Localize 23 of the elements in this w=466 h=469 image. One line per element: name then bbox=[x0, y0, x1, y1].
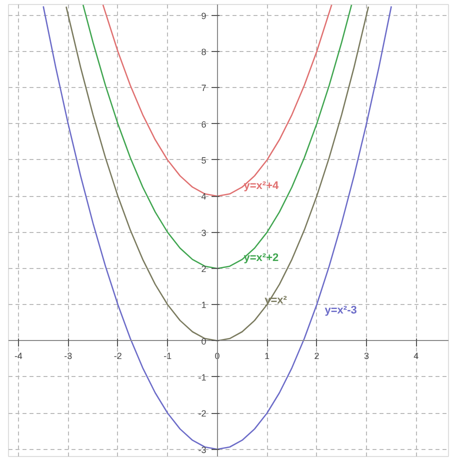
x-tick-label: 1 bbox=[264, 350, 270, 361]
y-tick-label: 5 bbox=[201, 155, 206, 166]
y-tick-label: 1 bbox=[201, 300, 206, 310]
y-tick-label: 9 bbox=[201, 10, 206, 21]
y-tick-label: 6 bbox=[201, 119, 206, 130]
y-tick-label: 7 bbox=[201, 83, 206, 94]
x-tick-label: 2 bbox=[314, 350, 320, 361]
x-tick-label: 4 bbox=[414, 350, 419, 361]
y-tick-label: -3 bbox=[198, 444, 206, 455]
x-tick-label: -1 bbox=[164, 350, 172, 361]
series-label: y=x²+4 bbox=[244, 180, 280, 192]
y-tick-label: 2 bbox=[201, 264, 206, 274]
x-tick-label: -4 bbox=[14, 350, 22, 361]
x-tick-label: 3 bbox=[364, 350, 369, 361]
series-label: y=x²+2 bbox=[244, 252, 279, 264]
y-tick-label: -2 bbox=[198, 408, 206, 419]
series-label: y=x²-3 bbox=[324, 304, 357, 317]
y-tick-label: 8 bbox=[201, 47, 206, 58]
x-tick-label: -3 bbox=[64, 350, 72, 361]
y-tick-label: -1 bbox=[198, 372, 206, 382]
y-tick-label: 3 bbox=[201, 228, 206, 238]
y-tick-label: 4 bbox=[201, 192, 206, 202]
x-tick-label: -2 bbox=[114, 350, 122, 361]
